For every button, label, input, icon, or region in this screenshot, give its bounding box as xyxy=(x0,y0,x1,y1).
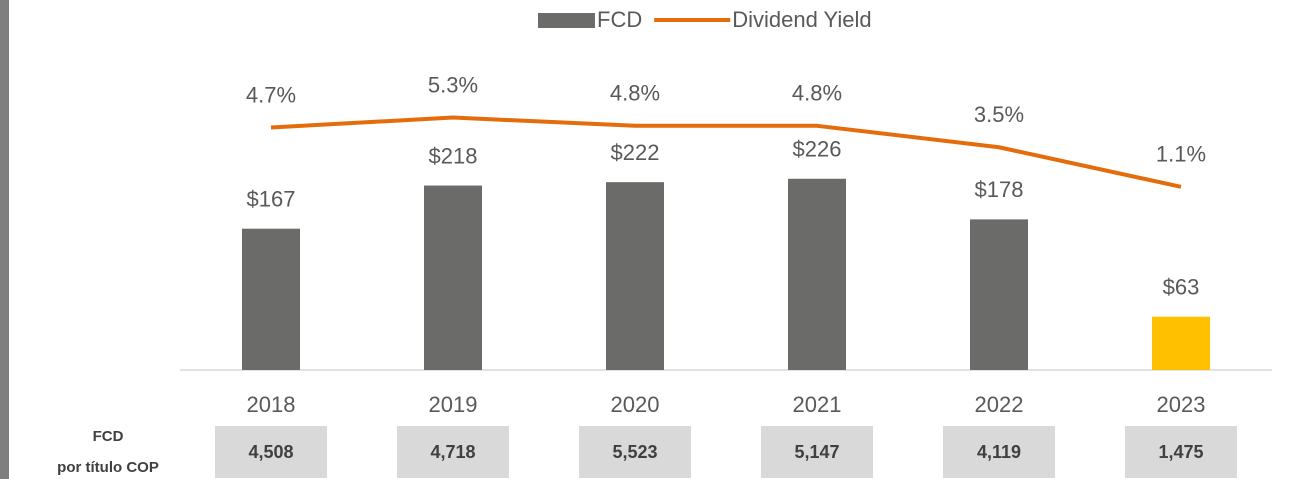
side-stripe xyxy=(0,0,9,479)
data-label: 4.7% xyxy=(246,82,296,107)
table-value: 4,508 xyxy=(248,442,293,462)
x-tick-label: 2023 xyxy=(1157,392,1206,417)
table-cell xyxy=(397,426,509,478)
bar xyxy=(242,228,300,370)
table-value: 4,119 xyxy=(977,442,1021,462)
legend-label: Dividend Yield xyxy=(732,7,871,32)
table-cell xyxy=(1125,426,1237,478)
bar xyxy=(1152,316,1210,370)
data-label: 1.1% xyxy=(1156,142,1206,167)
table-value: 4,718 xyxy=(430,442,475,462)
legend-swatch xyxy=(538,13,595,28)
table-cell xyxy=(943,426,1055,478)
data-label: $222 xyxy=(611,140,660,165)
x-tick-label: 2018 xyxy=(247,392,296,417)
x-tick-label: 2021 xyxy=(793,392,842,417)
x-tick-label: 2022 xyxy=(975,392,1024,417)
data-label: 3.5% xyxy=(974,102,1024,127)
x-tick-label: 2019 xyxy=(429,392,478,417)
table-cell xyxy=(579,426,691,478)
data-label: $226 xyxy=(793,137,842,162)
table-label: por título COP xyxy=(57,459,159,476)
line xyxy=(270,115,1182,189)
bar xyxy=(424,185,482,370)
data-label: $178 xyxy=(975,177,1024,202)
data-label: $63 xyxy=(1163,275,1200,300)
data-label: $167 xyxy=(247,187,296,212)
table-value: 5,147 xyxy=(794,442,839,462)
bar xyxy=(606,182,664,370)
table-label: FCD xyxy=(93,428,124,445)
data-label: $218 xyxy=(429,143,478,168)
table-cell xyxy=(215,426,327,478)
table-cell xyxy=(761,426,873,478)
bar xyxy=(970,219,1028,370)
x-tick-label: 2020 xyxy=(611,392,660,417)
table-value: 5,523 xyxy=(612,442,657,462)
data-label: 4.8% xyxy=(610,81,660,106)
data-label: 4.8% xyxy=(792,81,842,106)
legend-label: FCD xyxy=(597,7,642,32)
bar xyxy=(788,178,846,370)
data-label: 5.3% xyxy=(428,72,478,97)
table-value: 1,475 xyxy=(1158,442,1203,462)
